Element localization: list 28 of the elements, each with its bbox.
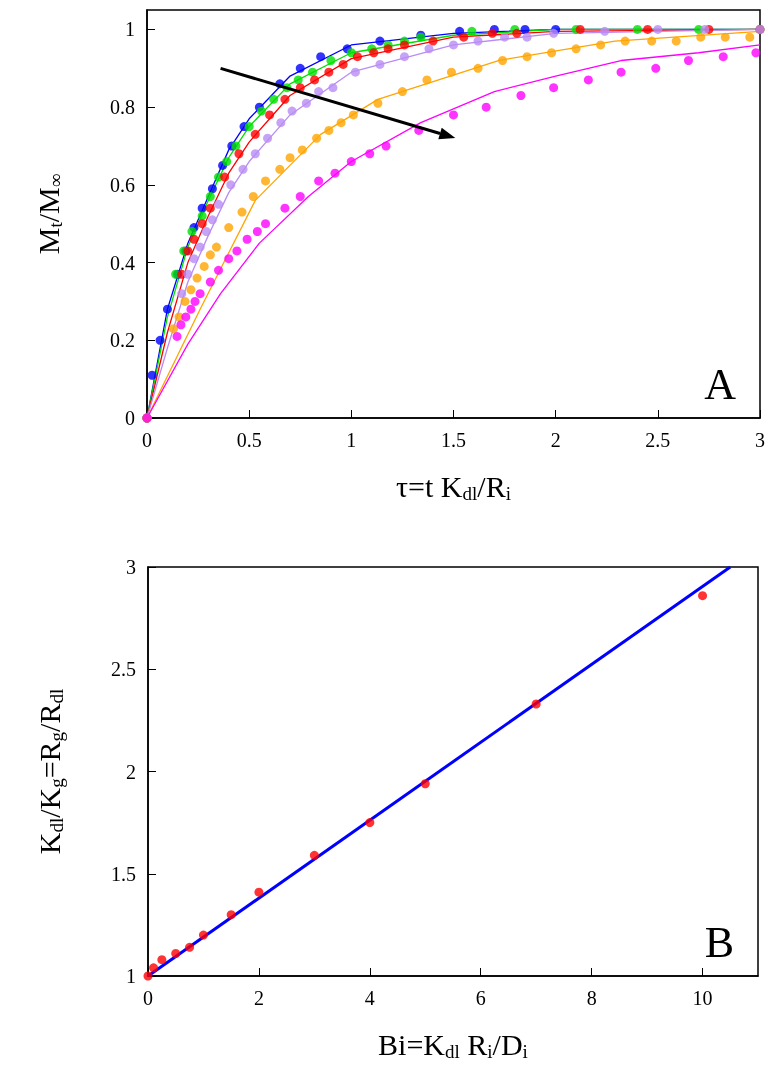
y-tick-label: 0 bbox=[125, 407, 135, 429]
x-tick-label: 2.5 bbox=[645, 429, 671, 451]
x-tick-label: 6 bbox=[475, 987, 486, 1009]
y-tick-label: 2.5 bbox=[111, 658, 136, 681]
y-tick-label: 0.6 bbox=[110, 173, 135, 196]
y-tick-label: 0.8 bbox=[110, 96, 135, 119]
annotation: A bbox=[704, 359, 737, 409]
x-tick-label: 10 bbox=[692, 987, 713, 1009]
y-tick-label: 0.4 bbox=[110, 251, 135, 274]
y-axis-title: Kdl/Kg=Rg/Rdl bbox=[33, 688, 67, 855]
x-tick-label: 1 bbox=[346, 429, 357, 451]
x-tick-label: 0 bbox=[142, 429, 152, 451]
y-tick-label: 1 bbox=[126, 965, 136, 987]
x-tick-label: 3 bbox=[755, 429, 765, 451]
y-tick-label: 1.5 bbox=[111, 862, 136, 885]
y-axis-title: Mt/M∞ bbox=[32, 173, 66, 255]
y-tick-label: 1 bbox=[125, 18, 135, 41]
x-tick-label: 0.5 bbox=[236, 429, 262, 451]
x-tick-label: 1.5 bbox=[441, 429, 466, 451]
y-tick-label: 2 bbox=[126, 760, 136, 783]
x-tick-label: 2 bbox=[253, 987, 264, 1009]
x-tick-label: 8 bbox=[586, 987, 597, 1009]
y-tick-label: 3 bbox=[126, 556, 136, 578]
y-tick-label: 0.2 bbox=[110, 329, 135, 352]
x-tick-label: 2 bbox=[550, 429, 561, 451]
x-tick-label: 4 bbox=[364, 987, 375, 1009]
x-tick-label: 0 bbox=[143, 987, 153, 1009]
annotation: B bbox=[704, 917, 735, 967]
